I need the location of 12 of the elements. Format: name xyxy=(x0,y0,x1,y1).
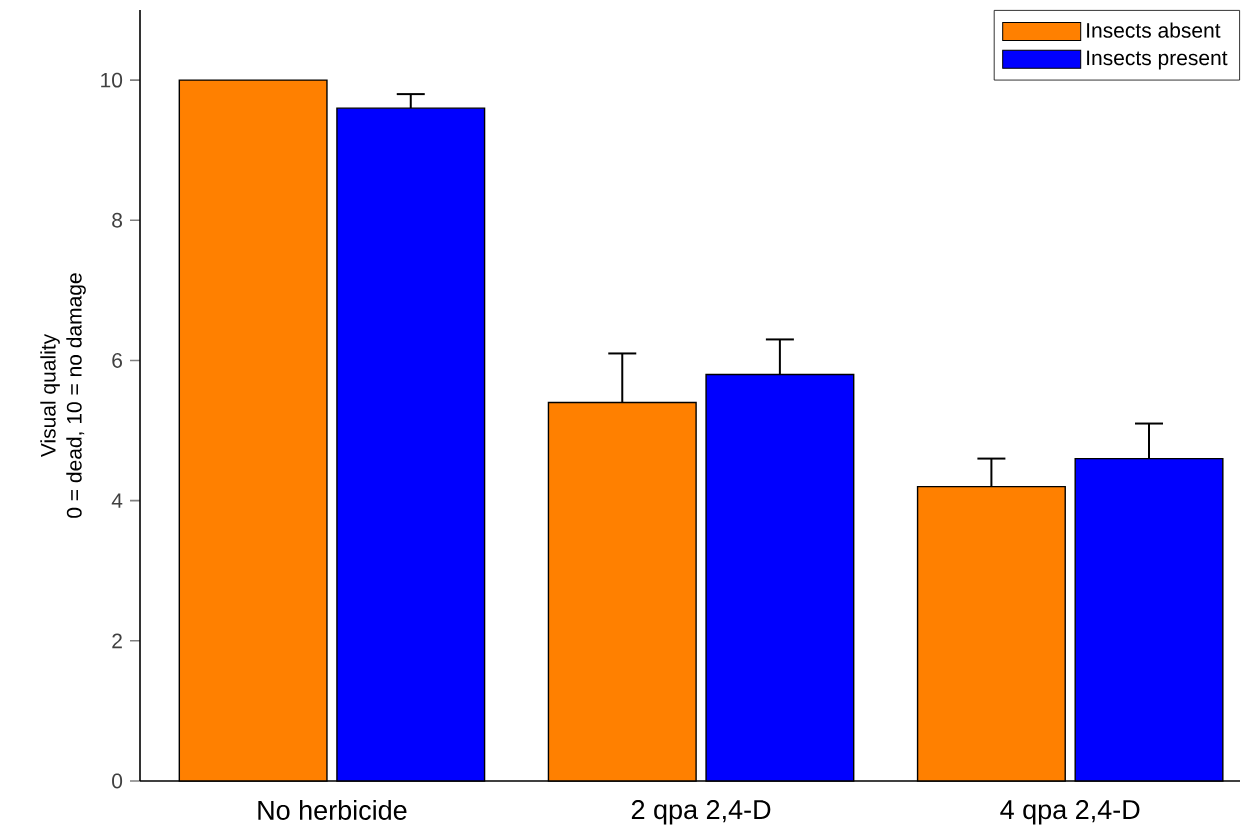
x-tick-label: No herbicide xyxy=(258,800,407,820)
y-tick-label: 8 xyxy=(112,212,123,228)
y-tick-label: 6 xyxy=(112,353,123,368)
y-tick-label: 4 xyxy=(111,493,123,508)
y-tick-label: 2 xyxy=(112,633,122,649)
legend-label: Insects absent xyxy=(1087,22,1221,38)
x-tick-label: 2 qpa 2,4-D xyxy=(631,800,771,825)
y-axis-title: Visual quality 0 = dead, 10 = no damage xyxy=(40,273,86,518)
y-tick-label: 0 xyxy=(112,773,123,789)
x-tick-label: 4 qpa 2,4-D xyxy=(1000,800,1140,825)
legend-label: Insects present xyxy=(1087,50,1228,70)
y-tick-label: 10 xyxy=(101,72,123,88)
